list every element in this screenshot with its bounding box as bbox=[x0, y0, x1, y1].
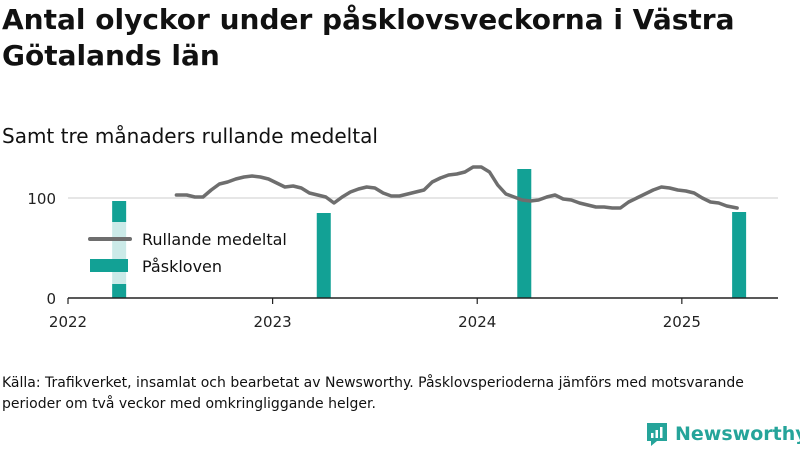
chart-subtitle: Samt tre månaders rullande medeltal bbox=[2, 124, 378, 148]
newsworthy-brand[interactable]: Newsworthy bbox=[645, 420, 800, 448]
brand-name: Newsworthy bbox=[675, 423, 800, 445]
chart-title: Antal olyckor under påsklovsveckorna i V… bbox=[2, 3, 735, 72]
rolling-average-line bbox=[174, 165, 739, 210]
newsworthy-logo-icon bbox=[647, 423, 667, 446]
x-tick-label: 2022 bbox=[49, 313, 87, 331]
x-tick-label: 2023 bbox=[254, 313, 292, 331]
legend-label: Påskloven bbox=[142, 257, 222, 276]
y-tick-label: 100 bbox=[27, 190, 56, 208]
bar bbox=[316, 213, 331, 298]
legend-bar-swatch bbox=[90, 259, 128, 272]
legend-background bbox=[80, 222, 312, 284]
legend-label: Rullande medeltal bbox=[142, 230, 287, 249]
chart-plot: 0 100 2022 2023 2024 2025 Rullande medeltal På… bbox=[27, 165, 778, 331]
bar bbox=[517, 169, 532, 298]
x-tick-label: 2025 bbox=[663, 313, 701, 331]
source-note: Källa: Trafikverket, insamlat och bearbe… bbox=[2, 375, 744, 412]
bar bbox=[732, 212, 747, 298]
x-tick-label: 2024 bbox=[458, 313, 496, 331]
y-tick-label: 0 bbox=[46, 290, 56, 308]
